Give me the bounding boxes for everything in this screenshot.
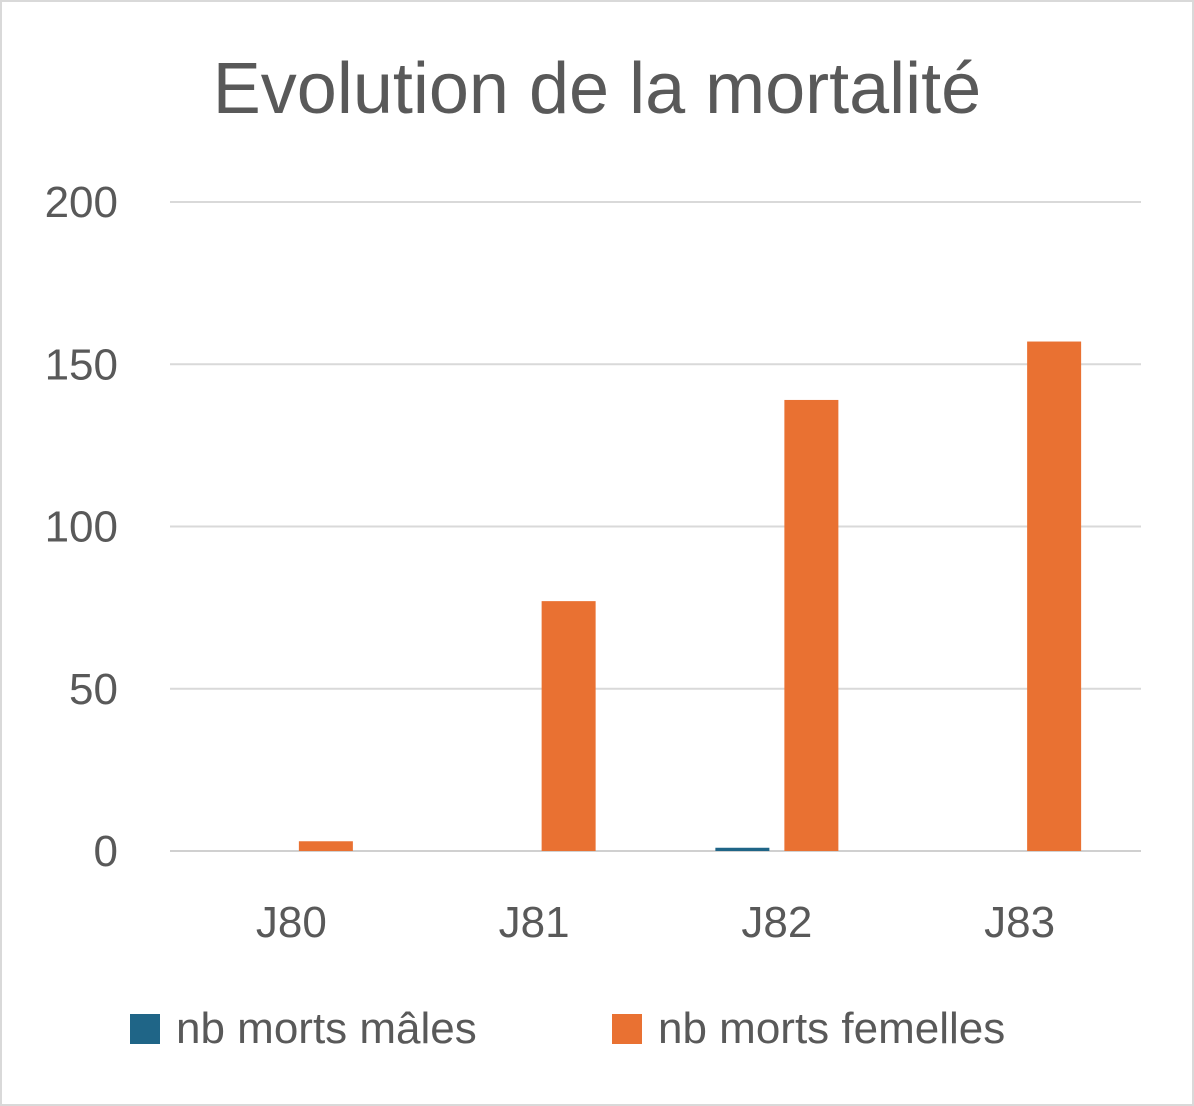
x-axis-ticks: J80 J81 J82 J83 [256, 898, 1055, 947]
bar-J82-series-1 [784, 399, 839, 851]
y-tick-label: 50 [69, 665, 118, 714]
x-tick-label: J81 [499, 898, 570, 947]
legend: nb morts mâles nb morts femelles [130, 1004, 1005, 1053]
legend-swatch [612, 1014, 642, 1044]
legend-label: nb morts femelles [658, 1004, 1005, 1053]
gridlines [170, 201, 1141, 852]
x-tick-label: J80 [256, 898, 327, 947]
bar-J80-series-1 [298, 841, 353, 851]
y-tick-label: 150 [45, 340, 118, 389]
chart-title: Evolution de la mortalité [213, 49, 981, 129]
legend-swatch [130, 1014, 160, 1044]
bars [298, 341, 1082, 851]
y-tick-label: 0 [94, 827, 118, 876]
legend-label: nb morts mâles [176, 1004, 477, 1053]
y-tick-label: 200 [45, 178, 118, 227]
y-tick-label: 100 [45, 503, 118, 552]
x-tick-label: J82 [741, 898, 812, 947]
bar-J83-series-1 [1027, 341, 1082, 851]
bar-J81-series-1 [541, 601, 596, 851]
y-axis-ticks: 0 50 100 150 200 [45, 178, 118, 876]
bar-J82-series-0 [715, 847, 770, 851]
x-tick-label: J83 [984, 898, 1055, 947]
